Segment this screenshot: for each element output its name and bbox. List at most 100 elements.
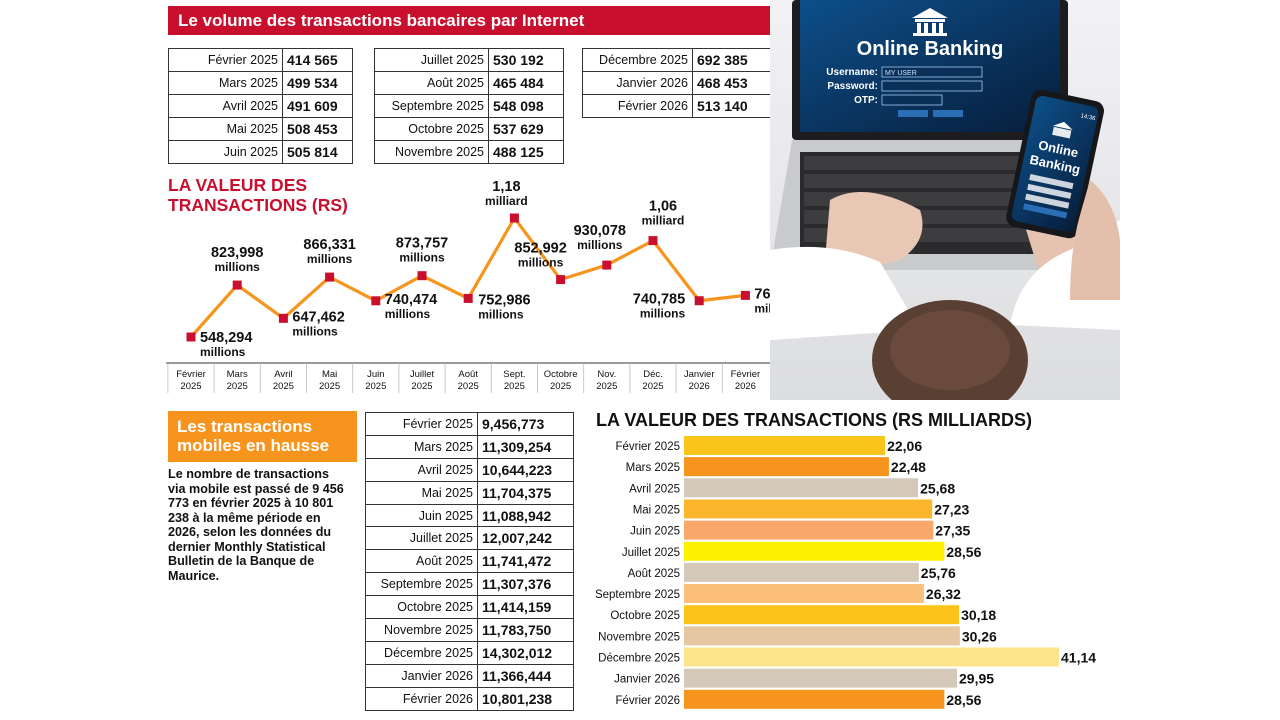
bar [684, 478, 919, 498]
month-cell: Août 2025 [365, 549, 478, 574]
bar-category-label: Septembre 2025 [595, 589, 680, 601]
bar-value-label: 27,35 [935, 523, 970, 539]
bar-value-label: 30,26 [962, 628, 997, 644]
bar [684, 499, 933, 519]
table-row: Mars 2025 499 534 [168, 71, 353, 95]
x-tick-label-year: 2025 [273, 381, 294, 392]
month-cell: Juin 2025 [168, 140, 283, 164]
mobile-description: Le nombre de transactions via mobile est… [168, 467, 344, 583]
value-cell: 468 453 [692, 71, 773, 95]
x-tick-label: Déc. [643, 369, 663, 380]
value-cell: 513 140 [692, 94, 773, 118]
line-chart-title-line2: TRANSACTIONS (RS) [168, 195, 348, 215]
table-row: Février 2025 9,456,773 [365, 412, 574, 436]
line-chart-title: LA VALEUR DES TRANSACTIONS (RS) [168, 175, 348, 215]
bar-value-label: 28,56 [946, 544, 981, 560]
value-cell: 505 814 [282, 140, 353, 164]
data-label-value: 1,18 [492, 179, 520, 195]
bar [684, 626, 960, 646]
data-label-unit: milliard [642, 214, 685, 228]
data-label-unit: millions [478, 307, 524, 321]
month-cell: Mai 2025 [168, 117, 283, 141]
data-point [463, 293, 473, 303]
bar-category-label: Août 2025 [628, 568, 680, 580]
bar-value-label: 26,32 [926, 586, 961, 602]
svg-text:MY USER: MY USER [885, 70, 917, 77]
bar [684, 584, 924, 604]
bar-category-label: Novembre 2025 [598, 631, 680, 643]
data-point [325, 272, 335, 282]
table-row: Juin 2025 505 814 [168, 140, 353, 164]
data-label-value: 752,986 [478, 292, 530, 308]
internet-volume-title: Le volume des transactions bancaires par… [168, 6, 771, 35]
mobile-badge: Les transactions mobiles en hausse [168, 411, 357, 462]
bar-value-label: 28,56 [946, 692, 981, 708]
data-point [371, 296, 381, 306]
table-row: Février 2026 513 140 [582, 94, 773, 118]
x-tick-label: Juin [367, 369, 384, 380]
data-label-unit: milliard [485, 194, 528, 208]
data-label-value: 647,462 [292, 309, 344, 325]
x-tick-label: Sept. [503, 369, 525, 380]
x-tick-label-year: 2025 [365, 381, 386, 392]
line-chart-title-line1: LA VALEUR DES [168, 175, 308, 195]
value-cell: 10,801,238 [477, 686, 574, 711]
month-cell: Février 2026 [365, 686, 478, 711]
month-cell: Octobre 2025 [365, 595, 478, 620]
data-point [694, 296, 704, 306]
bar-category-label: Juin 2025 [630, 526, 680, 538]
laptop-photo: Online Banking Username: MY USER Passwor… [770, 0, 1120, 400]
x-tick-label-year: 2025 [319, 381, 340, 392]
value-cell: 499 534 [282, 71, 353, 95]
data-label-value: 740,474 [385, 292, 437, 308]
month-cell: Mars 2025 [168, 71, 283, 95]
month-cell: Août 2025 [374, 71, 489, 95]
bank-icon [912, 8, 948, 36]
data-label-value: 852,992 [514, 241, 566, 257]
bar-value-label: 25,76 [921, 565, 956, 581]
month-cell: Janvier 2026 [582, 71, 693, 95]
mobile-transactions-table: Février 2025 9,456,773 Mars 2025 11,309,254… [365, 412, 574, 711]
month-cell: Mai 2025 [365, 480, 478, 505]
value-cell: 537 629 [488, 117, 564, 141]
month-cell: Décembre 2025 [365, 640, 478, 665]
bar-category-label: Février 2025 [615, 441, 680, 453]
data-point [417, 271, 427, 281]
month-cell: Septembre 2025 [374, 94, 489, 118]
mobile-badge-line1: Les transactions [177, 417, 313, 436]
table-row: Février 2026 10,801,238 [365, 686, 574, 711]
value-cell: 530 192 [488, 48, 564, 72]
internet-volume-table-2: Juillet 2025 530 192 Août 2025 465 484 Septe… [374, 48, 564, 164]
x-tick-label: Février [731, 369, 761, 380]
month-cell: Avril 2025 [168, 94, 283, 118]
x-tick-label: Nov. [597, 369, 616, 380]
bar [684, 541, 945, 561]
data-label-unit: millions [215, 260, 261, 274]
table-row: Août 2025 465 484 [374, 71, 564, 95]
bar [684, 562, 919, 582]
bar-chart-title: LA VALEUR DES TRANSACTIONS (RS MILLIARDS… [596, 410, 1032, 430]
bar-category-label: Janvier 2026 [614, 674, 680, 686]
data-label-value: 930,078 [574, 223, 626, 239]
value-cell: 488 125 [488, 140, 564, 164]
bar-category-label: Octobre 2025 [610, 610, 680, 622]
month-cell: Avril 2025 [365, 457, 478, 482]
data-label-value: 823,998 [211, 245, 263, 261]
month-cell: Décembre 2025 [582, 48, 693, 72]
value-cell: 491 609 [282, 94, 353, 118]
data-point [648, 236, 658, 246]
x-tick-label: Août [458, 369, 478, 380]
month-cell: Juillet 2025 [374, 48, 489, 72]
bar [684, 668, 958, 688]
x-tick-label: Octobre [544, 369, 578, 380]
data-label-unit: millions [577, 238, 623, 252]
svg-text:Username:: Username: [826, 67, 878, 78]
bar-value-label: 22,48 [891, 459, 926, 475]
table-row: Janvier 2026 468 453 [582, 71, 773, 95]
x-tick-label-year: 2025 [504, 381, 525, 392]
data-label-value: 1,06 [649, 199, 677, 215]
x-tick-label-year: 2025 [596, 381, 617, 392]
svg-text:OTP:: OTP: [854, 95, 878, 106]
svg-text:Password:: Password: [827, 81, 878, 92]
value-cell: 508 453 [282, 117, 353, 141]
